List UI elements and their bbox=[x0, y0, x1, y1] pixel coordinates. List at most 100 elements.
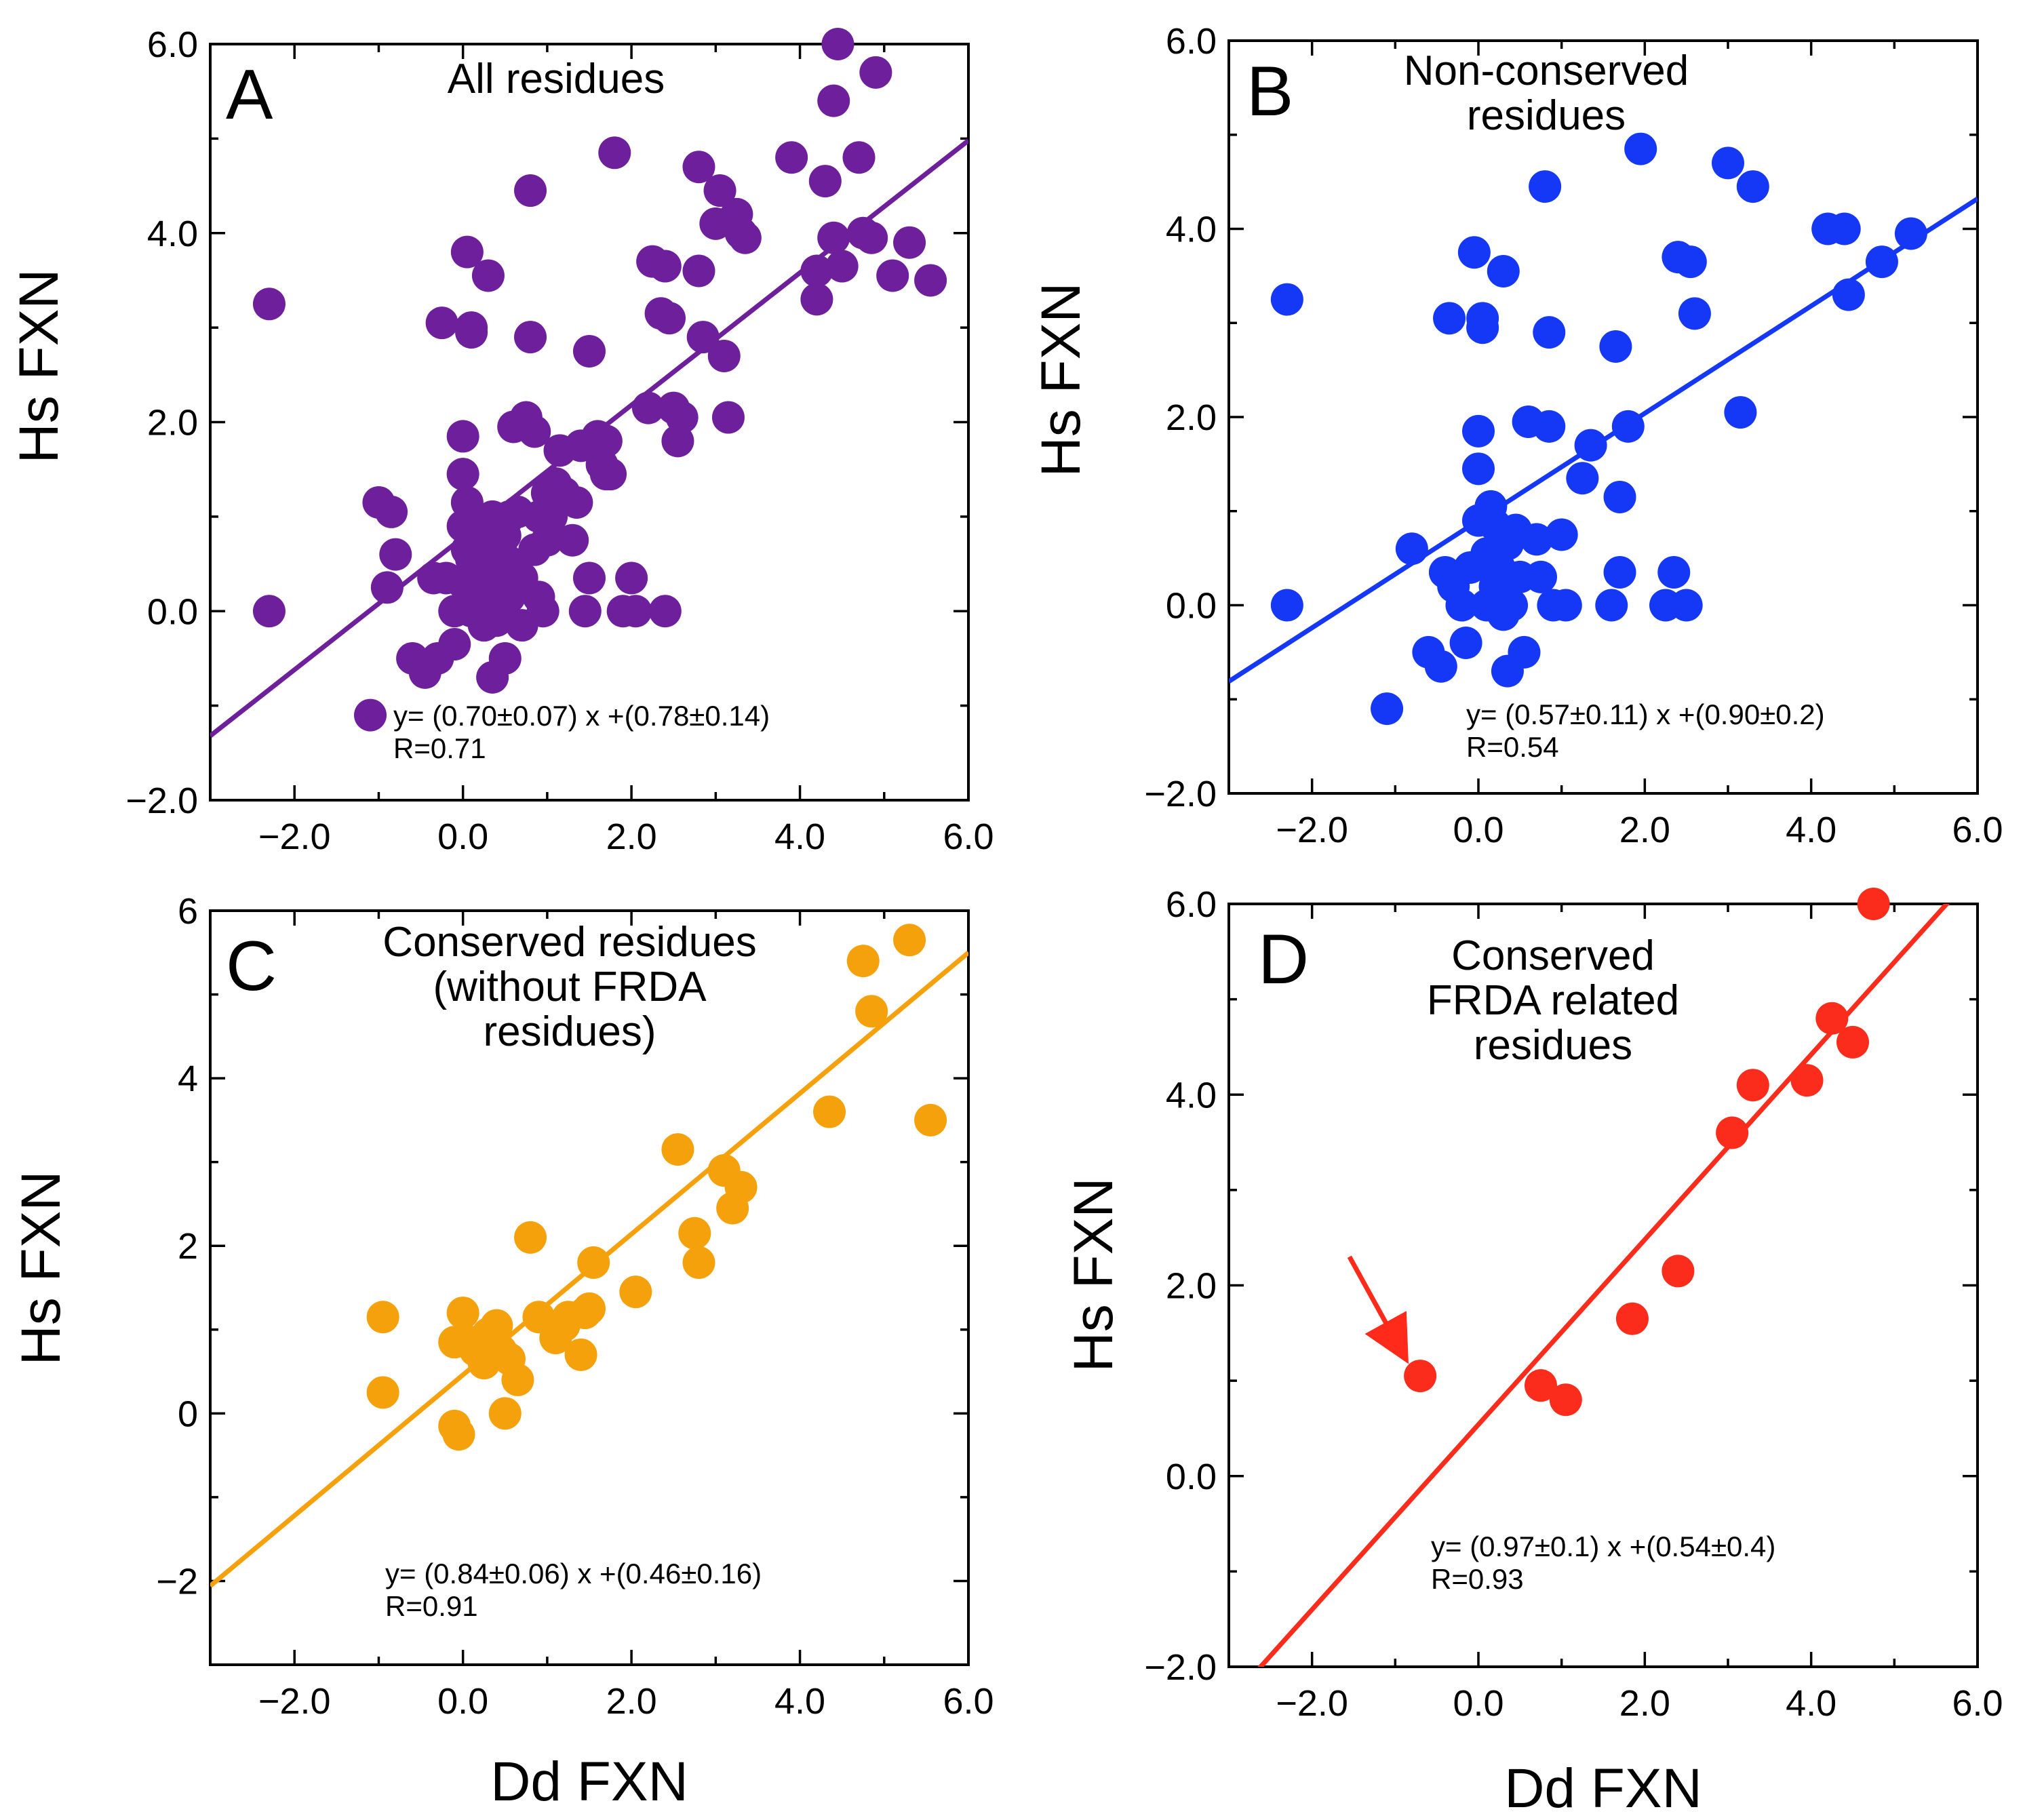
data-point-b bbox=[1508, 635, 1541, 669]
data-point-b bbox=[1424, 650, 1457, 683]
data-point-c bbox=[366, 1376, 399, 1409]
data-point-a bbox=[665, 401, 699, 434]
data-point-a bbox=[354, 698, 387, 732]
data-point-a bbox=[252, 595, 286, 628]
y-tick-label-d: 0.0 bbox=[1166, 1457, 1217, 1497]
x-tick-label-b: 4.0 bbox=[1786, 810, 1836, 850]
panel-letter-a: A bbox=[226, 56, 273, 134]
data-point-a bbox=[514, 321, 547, 354]
data-point-b bbox=[1603, 480, 1636, 513]
data-point-a bbox=[446, 420, 479, 453]
data-point-d bbox=[1525, 1369, 1557, 1402]
data-point-b bbox=[1603, 555, 1636, 589]
y-tick-label-a: 2.0 bbox=[147, 403, 198, 443]
data-point-c bbox=[914, 1103, 947, 1137]
data-point-b bbox=[1466, 311, 1499, 344]
data-point-a bbox=[471, 259, 505, 292]
y-tick-label-c: 4 bbox=[178, 1059, 198, 1099]
x-tick-label-a: 6.0 bbox=[943, 816, 994, 857]
data-point-c bbox=[661, 1133, 694, 1166]
data-point-a bbox=[560, 486, 593, 519]
y-tick-label-d: 6.0 bbox=[1166, 884, 1217, 925]
data-point-b bbox=[1624, 132, 1657, 165]
data-point-a bbox=[855, 221, 888, 254]
data-point-a bbox=[573, 334, 606, 368]
data-point-b bbox=[1371, 692, 1404, 726]
data-point-c bbox=[442, 1418, 475, 1451]
y-tick-label-d: −2.0 bbox=[1144, 1647, 1217, 1688]
x-tick-label-b: 6.0 bbox=[1952, 810, 2003, 850]
data-point-c bbox=[577, 1246, 610, 1279]
data-point-b bbox=[1270, 283, 1303, 316]
y-tick-label-b: −2.0 bbox=[1144, 774, 1217, 814]
plot-frame-c bbox=[209, 909, 970, 1666]
data-point-c bbox=[501, 1363, 534, 1396]
x-tick-label-d: 6.0 bbox=[1952, 1683, 2003, 1724]
data-point-a bbox=[446, 458, 479, 491]
data-point-a bbox=[893, 226, 926, 259]
fit-r-value-b: R=0.54 bbox=[1466, 731, 1559, 763]
data-point-a bbox=[594, 458, 627, 491]
data-point-b bbox=[1433, 302, 1466, 335]
data-point-a bbox=[800, 283, 833, 316]
data-point-b bbox=[1611, 410, 1645, 443]
data-point-b bbox=[1545, 518, 1578, 551]
data-point-a bbox=[648, 595, 682, 628]
data-point-a bbox=[370, 571, 404, 604]
data-point-b bbox=[1595, 589, 1628, 622]
fit-equation-c: y= (0.84±0.06) x +(0.46±0.16) bbox=[385, 1558, 762, 1589]
panel-title-c: (without FRDA bbox=[433, 964, 707, 1010]
points-c bbox=[366, 924, 947, 1451]
fit-line-group-d bbox=[1257, 904, 1950, 1667]
data-point-a bbox=[682, 254, 715, 288]
y-tick-label-d: 4.0 bbox=[1166, 1075, 1217, 1115]
data-point-c bbox=[573, 1292, 606, 1325]
data-point-b bbox=[1566, 462, 1599, 495]
data-point-c bbox=[682, 1246, 715, 1279]
x-tick-label-c: −2.0 bbox=[258, 1681, 331, 1722]
data-point-b bbox=[1487, 254, 1520, 288]
data-point-b bbox=[1533, 316, 1566, 349]
data-point-a bbox=[914, 264, 947, 297]
x-axis-label-d: Dd FXN bbox=[1504, 1758, 1702, 1818]
data-point-b bbox=[1674, 245, 1707, 279]
data-point-d bbox=[1836, 1025, 1869, 1059]
data-point-b bbox=[1462, 414, 1495, 448]
data-point-b bbox=[1894, 217, 1927, 250]
panel-title-b: Non-conserved bbox=[1404, 47, 1689, 94]
data-point-c bbox=[619, 1276, 652, 1309]
data-point-a bbox=[573, 561, 606, 595]
data-point-c bbox=[514, 1221, 547, 1254]
data-point-b bbox=[1449, 627, 1482, 659]
panel-a: −2.0 0.0 2.0 4.0 6.0 −2.0 0.0 2.0 4.0 6.0 Hs FXN A A… bbox=[8, 24, 994, 857]
data-point-b bbox=[1495, 589, 1529, 622]
data-point-b bbox=[1712, 146, 1744, 180]
y-tick-label-d: 2.0 bbox=[1166, 1266, 1217, 1307]
y-tick-label-b: 0.0 bbox=[1166, 586, 1217, 627]
data-point-b bbox=[1533, 410, 1566, 443]
data-point-d bbox=[1662, 1254, 1695, 1288]
data-point-c bbox=[678, 1217, 711, 1250]
y-tick-label-a: 4.0 bbox=[147, 214, 198, 254]
data-point-a bbox=[686, 321, 720, 354]
data-point-c bbox=[564, 1338, 597, 1371]
data-point-a bbox=[711, 401, 745, 434]
panel-c: −2.0 0.0 2.0 4.0 6.0 −2 0 2 4 6 Hs FXN Dd FXN C Conse… bbox=[10, 891, 994, 1813]
x-axis-label-c: Dd FXN bbox=[490, 1751, 688, 1813]
data-point-a bbox=[615, 561, 648, 595]
data-point-a bbox=[821, 28, 854, 60]
y-axis-label-b: Hs FXN bbox=[1030, 283, 1092, 477]
fit-equation-d: y= (0.97±0.1) x +(0.54±0.4) bbox=[1431, 1530, 1775, 1562]
data-point-b bbox=[1736, 170, 1769, 203]
x-tick-label-a: 4.0 bbox=[774, 816, 825, 857]
y-tick-label-a: 6.0 bbox=[147, 24, 198, 65]
data-point-a bbox=[568, 595, 602, 628]
data-point-a bbox=[450, 486, 484, 519]
panel-title-c: Conserved residues bbox=[382, 919, 756, 966]
panel-letter-c: C bbox=[226, 927, 277, 1006]
data-point-d bbox=[1549, 1383, 1582, 1417]
data-point-a bbox=[842, 141, 876, 174]
panel-d: −2.0 0.0 2.0 4.0 6.0 −2.0 0.0 2.0 4.0 6.0 Hs FXN Dd… bbox=[1063, 884, 2003, 1818]
data-point-b bbox=[1657, 555, 1691, 589]
